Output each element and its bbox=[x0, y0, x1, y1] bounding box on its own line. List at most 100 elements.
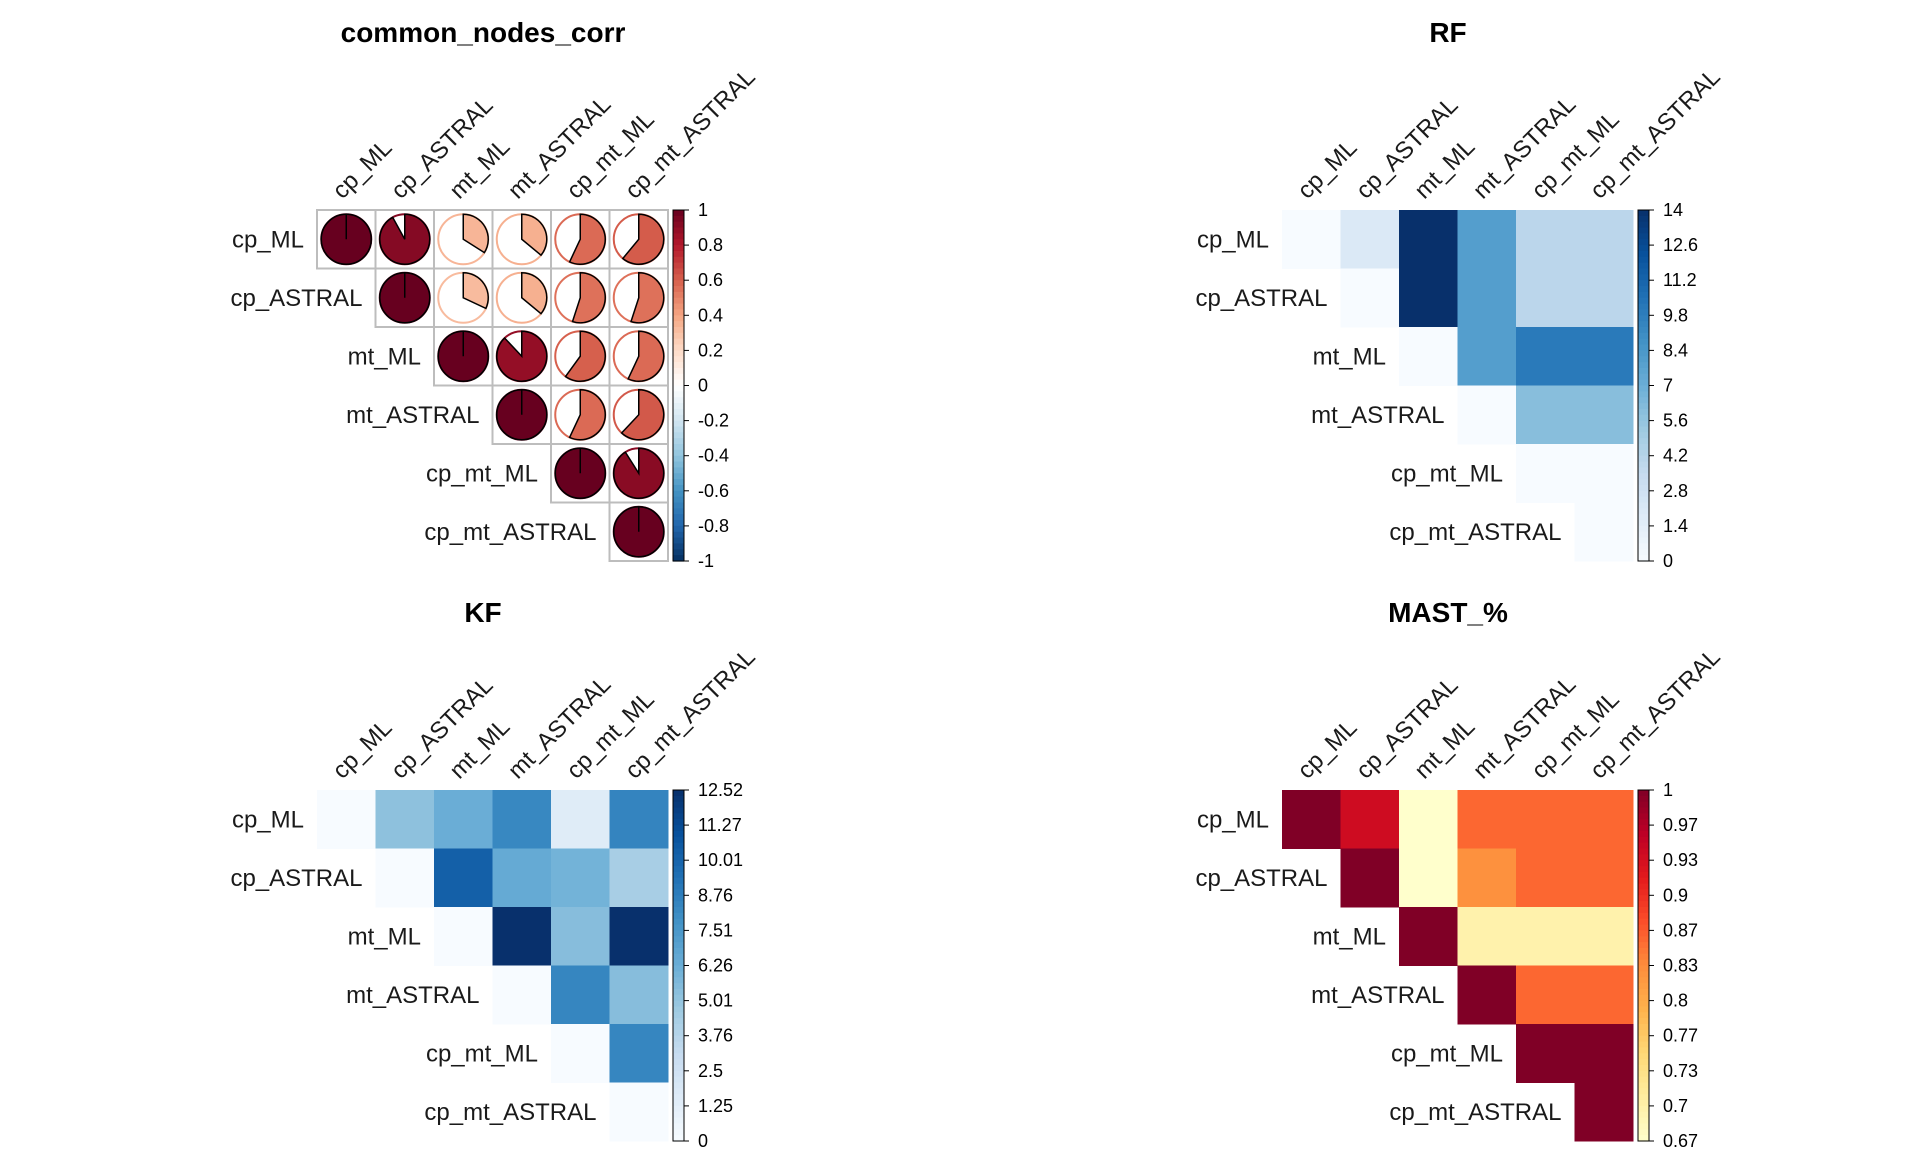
heatmap-cell bbox=[492, 965, 552, 1025]
colorbar-segment bbox=[673, 280, 684, 287]
row-label: mt_ML bbox=[348, 343, 421, 370]
heatmap-cell bbox=[551, 907, 610, 966]
colorbar-segment bbox=[673, 1100, 684, 1107]
colorbar-tick-label: 0.77 bbox=[1663, 1026, 1698, 1046]
colorbar-tick-label: -1 bbox=[698, 551, 714, 571]
heatmap-cell bbox=[1457, 327, 1517, 386]
colorbar-segment bbox=[1638, 543, 1649, 550]
colorbar-segment bbox=[1638, 1029, 1649, 1037]
colorbar-segment bbox=[1638, 367, 1649, 375]
colorbar-segment bbox=[673, 1123, 684, 1130]
heatmap-cell bbox=[492, 790, 552, 849]
colorbar-segment bbox=[1638, 825, 1649, 832]
colorbar-segment bbox=[1638, 1129, 1649, 1136]
colorbar-segment bbox=[1638, 830, 1649, 838]
colorbar-segment bbox=[1638, 801, 1649, 809]
colorbar-segment bbox=[673, 455, 684, 463]
column-label: cp_ML bbox=[327, 134, 397, 204]
colorbar-segment bbox=[673, 391, 684, 398]
colorbar-segment bbox=[1638, 250, 1649, 258]
heatmap-cell bbox=[1574, 965, 1634, 1025]
heatmap-cell bbox=[1574, 907, 1634, 966]
row-label: mt_ML bbox=[348, 923, 421, 950]
colorbar-segment bbox=[673, 274, 684, 281]
colorbar-segment bbox=[673, 484, 684, 492]
heatmap-cell bbox=[1574, 848, 1634, 908]
colorbar-segment bbox=[1638, 836, 1649, 844]
colorbar-segment bbox=[673, 1076, 684, 1084]
colorbar-tick-label: 0 bbox=[698, 1131, 708, 1151]
colorbar-segment bbox=[1638, 866, 1649, 873]
colorbar-segment bbox=[1638, 262, 1649, 270]
chart-title: RF bbox=[1429, 17, 1466, 48]
row-label: cp_ASTRAL bbox=[1195, 285, 1327, 312]
heatmap-cell bbox=[1516, 790, 1575, 849]
colorbar-segment bbox=[673, 1088, 684, 1095]
colorbar-segment bbox=[673, 860, 684, 867]
colorbar-segment bbox=[673, 338, 684, 346]
row-label: mt_ML bbox=[1313, 343, 1386, 370]
colorbar-tick-label: 0 bbox=[1663, 551, 1673, 571]
colorbar-segment bbox=[1638, 350, 1649, 357]
pie-slice bbox=[521, 271, 548, 315]
colorbar-segment bbox=[673, 1064, 684, 1072]
heatmap-cell bbox=[1457, 385, 1517, 445]
colorbar-tick-label: -0.6 bbox=[698, 481, 729, 501]
colorbar-segment bbox=[1638, 1105, 1649, 1113]
colorbar-segment bbox=[673, 1053, 684, 1060]
heatmap-cell bbox=[609, 1024, 669, 1083]
colorbar-segment bbox=[673, 303, 684, 311]
colorbar-segment bbox=[1638, 807, 1649, 814]
colorbar-segment bbox=[673, 1047, 684, 1054]
colorbar-segment bbox=[1638, 245, 1649, 252]
colorbar-segment bbox=[673, 971, 684, 978]
colorbar-segment bbox=[673, 327, 684, 334]
colorbar-segment bbox=[1638, 268, 1649, 275]
colorbar-tick-label: 0.73 bbox=[1663, 1061, 1698, 1081]
colorbar-segment bbox=[1638, 795, 1649, 803]
colorbar-segment bbox=[673, 473, 684, 480]
colorbar-segment bbox=[673, 965, 684, 972]
colorbar-segment bbox=[673, 901, 684, 908]
row-label: cp_mt_ASTRAL bbox=[1389, 1099, 1561, 1126]
colorbar-segment bbox=[1638, 338, 1649, 346]
heatmap-cell bbox=[1574, 1082, 1634, 1142]
colorbar-segment bbox=[673, 256, 684, 264]
row-label: cp_ASTRAL bbox=[230, 865, 362, 892]
colorbar-segment bbox=[1638, 983, 1649, 990]
colorbar-tick-label: 5.01 bbox=[698, 991, 733, 1011]
colorbar-segment bbox=[673, 367, 684, 375]
colorbar-segment bbox=[673, 866, 684, 873]
colorbar-segment bbox=[673, 520, 684, 527]
colorbar-segment bbox=[1638, 971, 1649, 978]
colorbar-segment bbox=[673, 825, 684, 832]
colorbar-segment bbox=[673, 537, 684, 545]
colorbar-segment bbox=[1638, 438, 1649, 445]
colorbar-segment bbox=[673, 543, 684, 550]
row-label: mt_ML bbox=[1313, 923, 1386, 950]
heatmap-cell bbox=[609, 1082, 669, 1142]
panel-1: common_nodes_corr cp_ML cp_ASTRAL mt_ML mt_A… bbox=[230, 17, 760, 571]
colorbar-segment bbox=[1638, 1094, 1649, 1101]
row-label: cp_ML bbox=[232, 226, 304, 253]
colorbar-segment bbox=[1638, 555, 1649, 562]
colorbar-tick-label: 0.7 bbox=[1663, 1096, 1688, 1116]
pie-slice bbox=[568, 388, 606, 441]
colorbar-segment bbox=[1638, 461, 1649, 468]
colorbar-segment bbox=[1638, 514, 1649, 521]
heatmap-cell bbox=[317, 790, 376, 849]
colorbar-segment bbox=[1638, 877, 1649, 885]
heatmap-cell bbox=[1457, 210, 1517, 269]
heatmap-cell bbox=[1516, 444, 1575, 503]
colorbar-segment bbox=[1638, 1041, 1649, 1048]
colorbar-tick-label: -0.4 bbox=[698, 446, 729, 466]
colorbar-segment bbox=[673, 531, 684, 539]
colorbar-tick-label: 0.87 bbox=[1663, 920, 1698, 940]
colorbar-segment bbox=[1638, 1053, 1649, 1060]
colorbar-segment bbox=[1638, 1012, 1649, 1019]
colorbar-segment bbox=[1638, 854, 1649, 861]
colorbar-segment bbox=[1638, 1070, 1649, 1078]
colorbar-segment bbox=[673, 819, 684, 826]
colorbar-segment bbox=[673, 291, 684, 299]
colorbar-segment bbox=[673, 918, 684, 926]
